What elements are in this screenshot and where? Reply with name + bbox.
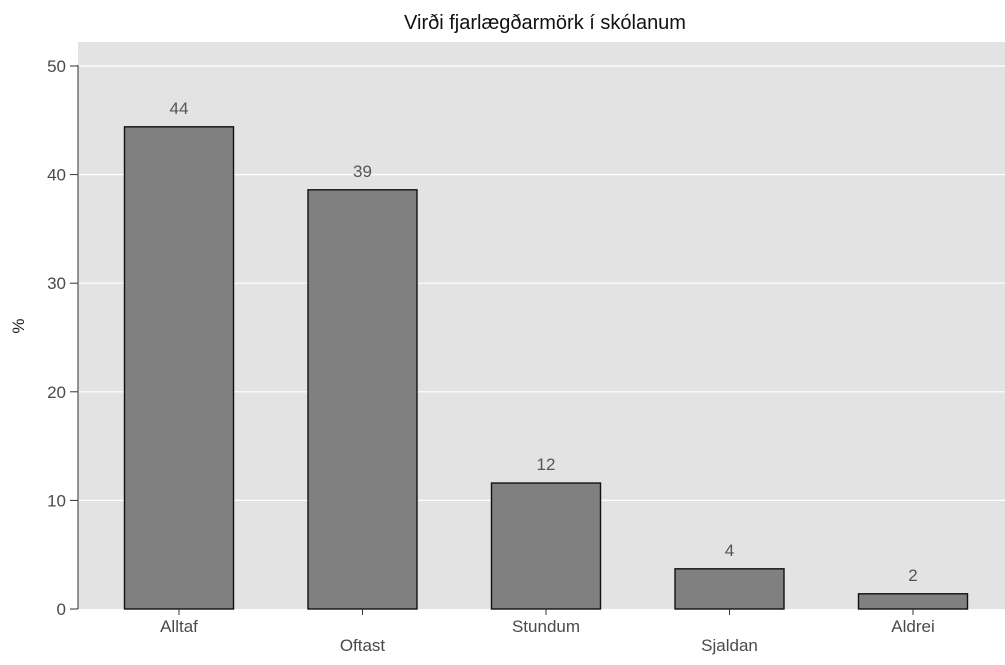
x-category-label: Alltaf — [160, 617, 198, 636]
bars — [123, 126, 969, 610]
x-category-label: Stundum — [512, 617, 580, 636]
data-labels: 44 39 12 4 2 — [170, 99, 918, 585]
data-label: 44 — [170, 99, 189, 118]
bar-aldrei — [857, 593, 969, 610]
data-label: 39 — [353, 162, 372, 181]
y-tick-label: 40 — [47, 166, 66, 185]
chart-title: Virði fjarlægðarmörk í skólanum — [404, 12, 686, 34]
y-tick-label: 50 — [47, 57, 66, 76]
x-category-label: Oftast — [340, 636, 386, 655]
bar-alltaf — [123, 126, 235, 610]
y-axis: 0 10 20 30 40 50 — [47, 57, 79, 619]
bar-oftast — [307, 189, 418, 610]
x-axis: Alltaf Oftast Stundum Sjaldan Aldrei — [160, 609, 935, 655]
y-tick-label: 10 — [47, 491, 66, 510]
bar-stundum — [490, 482, 602, 610]
data-label: 2 — [908, 566, 917, 585]
y-axis-label: % — [9, 318, 28, 333]
x-category-label: Aldrei — [891, 617, 934, 636]
data-label: 12 — [537, 455, 556, 474]
y-tick-label: 30 — [47, 274, 66, 293]
data-label: 4 — [725, 541, 734, 560]
y-tick-label: 0 — [57, 600, 66, 619]
bar-sjaldan — [674, 568, 785, 610]
y-tick-label: 20 — [47, 383, 66, 402]
x-category-label: Sjaldan — [701, 636, 758, 655]
